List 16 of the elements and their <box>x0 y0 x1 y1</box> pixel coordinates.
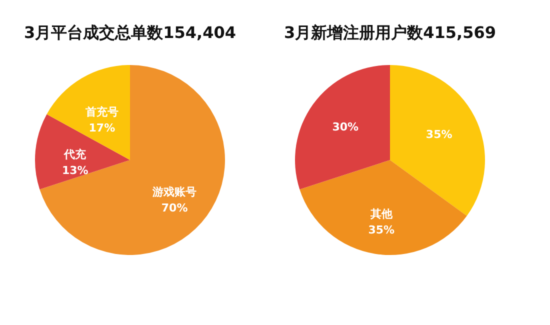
data-label: 35% <box>368 223 395 236</box>
data-label: 17% <box>88 122 116 135</box>
pie-slice <box>40 65 225 255</box>
chart-title: 3月平台成交总单数154,404 <box>24 23 236 42</box>
slice-label: 其他 <box>369 207 394 220</box>
pie-slice <box>46 65 130 160</box>
data-label: 70% <box>161 201 188 214</box>
slice-label: 代充 <box>63 148 88 161</box>
slice-label: 游戏账号 <box>152 185 197 198</box>
pie-slice <box>300 160 467 255</box>
slice-label: 首充号 <box>84 106 118 119</box>
data-label: 30% <box>332 120 359 134</box>
data-label: 35% <box>426 128 452 141</box>
data-label: 13% <box>62 164 88 177</box>
chart-title: 3月新增注册用户数415,569 <box>284 23 496 42</box>
pie-slice <box>295 65 390 190</box>
